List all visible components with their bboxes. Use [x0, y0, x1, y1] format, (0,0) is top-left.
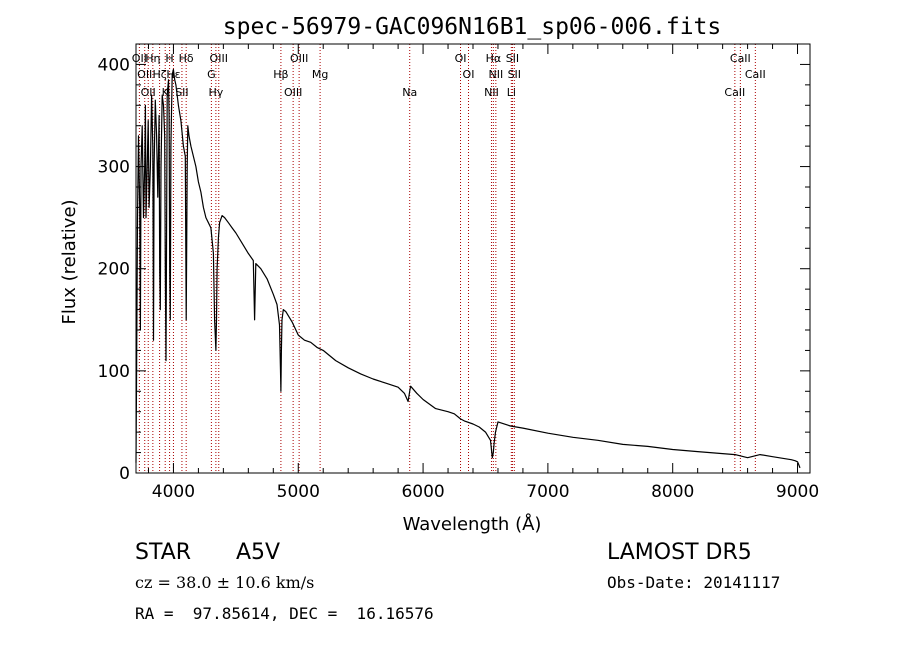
- line-marker-label: Hγ: [208, 86, 223, 99]
- line-marker-label: K: [162, 86, 170, 99]
- y-axis-label: Flux (relative): [59, 199, 80, 324]
- line-marker-label: Hβ: [273, 68, 288, 81]
- x-tick-label: 6000: [401, 482, 444, 502]
- coordinates-text: RA = 97.85614, DEC = 16.16576: [135, 604, 434, 623]
- line-marker-label: Li: [507, 86, 516, 99]
- y-axis: 0 100 200 300 400: [98, 43, 810, 484]
- line-marker-label: CaII: [730, 52, 751, 65]
- x-axis-label: Wavelength (Å): [403, 513, 542, 535]
- line-marker-label: OII: [137, 68, 152, 81]
- line-marker-label: OIII: [290, 52, 308, 65]
- line-marker-label: OIII: [284, 86, 302, 99]
- spectrum-line: [135, 68, 801, 469]
- line-marker-labels: OIIOIIOIIHηHζKHHεSIIHδGHγOIIIHβOIIIOIIIM…: [132, 52, 766, 99]
- line-marker-label: Hζ: [152, 68, 166, 81]
- x-tick-label: 5000: [277, 482, 320, 502]
- spectrum-series: [135, 68, 801, 469]
- y-tick-label: 300: [98, 158, 130, 178]
- line-marker-label: OI: [463, 68, 475, 81]
- redshift-text: cz = 38.0 ± 10.6 km/s: [135, 573, 315, 592]
- object-class: STAR: [135, 540, 192, 565]
- x-tick-label: 4000: [152, 482, 195, 502]
- line-marker-label: CaII: [745, 68, 766, 81]
- line-markers: [138, 44, 756, 473]
- x-tick-label: 7000: [526, 482, 569, 502]
- y-tick-label: 0: [119, 464, 130, 484]
- line-marker-label: SII: [506, 52, 519, 65]
- y-tick-label: 400: [98, 55, 130, 75]
- line-marker-label: CaII: [724, 86, 745, 99]
- line-marker-label: G: [207, 68, 216, 81]
- line-marker-label: NII: [488, 68, 503, 81]
- line-marker-label: Hη: [145, 52, 160, 65]
- y-tick-label: 100: [98, 362, 130, 382]
- y-tick-label: 200: [98, 260, 130, 280]
- line-marker-label: H: [165, 52, 173, 65]
- line-marker-label: SII: [175, 86, 188, 99]
- x-tick-label: 9000: [776, 482, 819, 502]
- observation-date: Obs-Date: 20141117: [607, 573, 781, 592]
- subclass: A5V: [236, 540, 281, 565]
- x-axis: 4000 5000 6000 7000 8000 9000: [147, 44, 819, 502]
- line-marker-label: OII: [141, 86, 156, 99]
- line-marker-label: NII: [484, 86, 499, 99]
- line-marker-label: Mg: [312, 68, 328, 81]
- line-marker-label: SII: [508, 68, 521, 81]
- line-marker-label: Hα: [486, 52, 502, 65]
- survey-name: LAMOST DR5: [607, 540, 752, 565]
- plot-frame: [135, 43, 811, 474]
- line-marker-label: Na: [402, 86, 417, 99]
- line-marker-label: Hδ: [179, 52, 194, 65]
- line-marker-label: OI: [455, 52, 467, 65]
- chart-title: spec-56979-GAC096N16B1_sp06-006.fits: [223, 14, 722, 40]
- line-marker-label: OIII: [210, 52, 228, 65]
- x-tick-label: 8000: [651, 482, 694, 502]
